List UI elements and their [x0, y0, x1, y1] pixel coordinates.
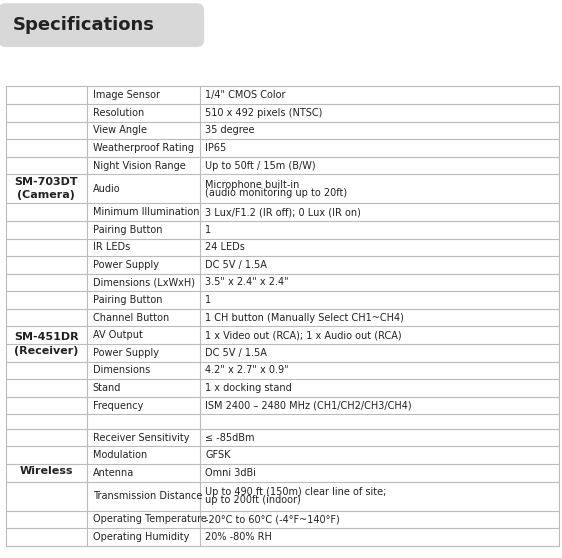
Text: 1: 1 — [205, 225, 211, 235]
Text: Power Supply: Power Supply — [93, 348, 158, 358]
Text: Operating Temperature: Operating Temperature — [93, 514, 207, 525]
Text: Channel Button: Channel Button — [93, 312, 169, 323]
Text: 1: 1 — [205, 295, 211, 305]
Text: 1 x docking stand: 1 x docking stand — [205, 383, 292, 393]
Text: 24 LEDs: 24 LEDs — [205, 242, 245, 252]
Text: SM-703DT
(Camera): SM-703DT (Camera) — [15, 177, 78, 200]
Text: Night Vision Range: Night Vision Range — [93, 161, 185, 171]
Text: GFSK: GFSK — [205, 450, 230, 460]
Text: Modulation: Modulation — [93, 450, 147, 460]
Text: Power Supply: Power Supply — [93, 260, 158, 270]
Text: ISM 2400 – 2480 MHz (CH1/CH2/CH3/CH4): ISM 2400 – 2480 MHz (CH1/CH2/CH3/CH4) — [205, 401, 412, 411]
Text: 3.5" x 2.4" x 2.4": 3.5" x 2.4" x 2.4" — [205, 277, 289, 287]
Text: Omni 3dBi: Omni 3dBi — [205, 468, 256, 478]
Text: 1/4" CMOS Color: 1/4" CMOS Color — [205, 90, 285, 100]
Text: AV Output: AV Output — [93, 330, 143, 340]
Text: 1 x Video out (RCA); 1 x Audio out (RCA): 1 x Video out (RCA); 1 x Audio out (RCA) — [205, 330, 402, 340]
Text: Microphone built-in: Microphone built-in — [205, 180, 300, 190]
Text: (audio monitoring up to 20ft): (audio monitoring up to 20ft) — [205, 188, 347, 198]
Text: Dimensions: Dimensions — [93, 365, 150, 376]
Text: Pairing Button: Pairing Button — [93, 295, 162, 305]
Text: Transmission Distance: Transmission Distance — [93, 491, 202, 501]
Text: Antenna: Antenna — [93, 468, 134, 478]
Text: Up to 50ft / 15m (B/W): Up to 50ft / 15m (B/W) — [205, 161, 316, 171]
Text: View Angle: View Angle — [93, 126, 147, 136]
Text: 4.2" x 2.7" x 0.9": 4.2" x 2.7" x 0.9" — [205, 365, 289, 376]
Text: Resolution: Resolution — [93, 108, 144, 118]
Text: IP65: IP65 — [205, 143, 226, 153]
Text: -20°C to 60°C (-4°F~140°F): -20°C to 60°C (-4°F~140°F) — [205, 514, 340, 525]
Text: Receiver Sensitivity: Receiver Sensitivity — [93, 432, 189, 442]
Text: Stand: Stand — [93, 383, 121, 393]
Text: up to 200ft (indoor): up to 200ft (indoor) — [205, 496, 301, 506]
Text: 510 x 492 pixels (NTSC): 510 x 492 pixels (NTSC) — [205, 108, 323, 118]
Text: DC 5V / 1.5A: DC 5V / 1.5A — [205, 348, 267, 358]
Text: Image Sensor: Image Sensor — [93, 90, 160, 100]
FancyBboxPatch shape — [0, 4, 203, 46]
Text: Dimensions (LxWxH): Dimensions (LxWxH) — [93, 277, 194, 287]
Text: IR LEDs: IR LEDs — [93, 242, 130, 252]
Text: Minimum Illumination: Minimum Illumination — [93, 207, 200, 217]
Text: ≤ -85dBm: ≤ -85dBm — [205, 432, 255, 442]
Text: Operating Humidity: Operating Humidity — [93, 532, 189, 542]
Text: 1 CH button (Manually Select CH1~CH4): 1 CH button (Manually Select CH1~CH4) — [205, 312, 404, 323]
Text: Weatherproof Rating: Weatherproof Rating — [93, 143, 194, 153]
Text: 20% -80% RH: 20% -80% RH — [205, 532, 272, 542]
Text: Pairing Button: Pairing Button — [93, 225, 162, 235]
Text: DC 5V / 1.5A: DC 5V / 1.5A — [205, 260, 267, 270]
Text: 3 Lux/F1.2 (IR off); 0 Lux (IR on): 3 Lux/F1.2 (IR off); 0 Lux (IR on) — [205, 207, 361, 217]
Text: SM-451DR
(Receiver): SM-451DR (Receiver) — [14, 333, 79, 355]
Text: Wireless: Wireless — [20, 466, 73, 476]
Text: Audio: Audio — [93, 184, 120, 194]
Text: Up to 490 ft (150m) clear line of site;: Up to 490 ft (150m) clear line of site; — [205, 487, 387, 497]
Text: Specifications: Specifications — [12, 16, 154, 34]
Text: 35 degree: 35 degree — [205, 126, 255, 136]
Text: Frequency: Frequency — [93, 401, 143, 411]
